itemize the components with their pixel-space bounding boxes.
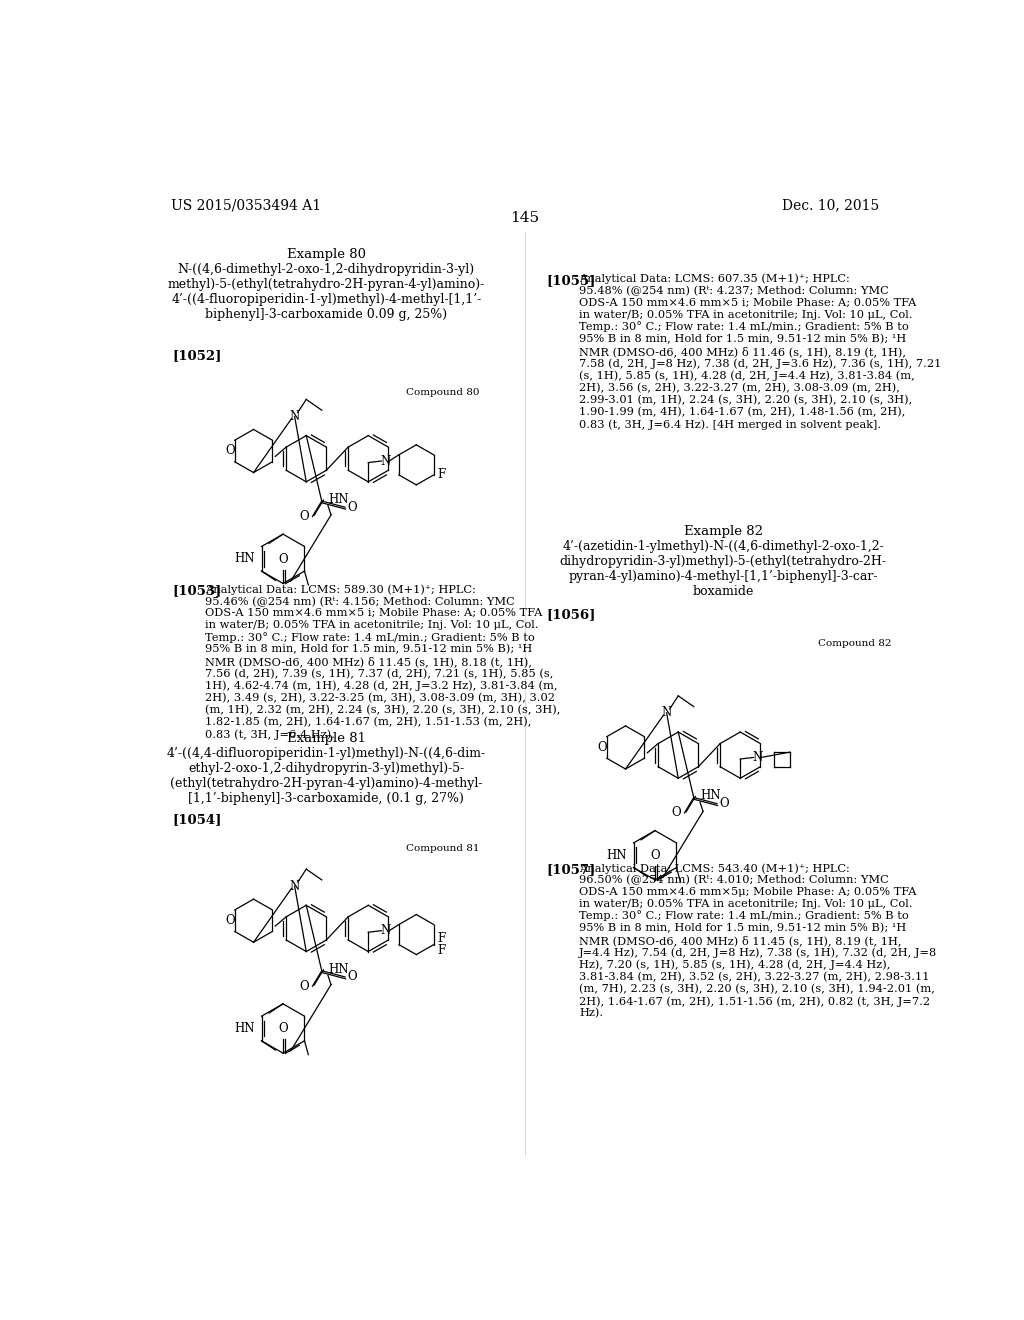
Text: O: O bbox=[225, 445, 234, 458]
Text: O: O bbox=[225, 915, 234, 927]
Text: F: F bbox=[437, 932, 445, 945]
Text: N: N bbox=[662, 706, 672, 719]
Text: O: O bbox=[347, 500, 357, 513]
Text: Compound 82: Compound 82 bbox=[818, 639, 891, 648]
Text: Analytical Data: LCMS: 543.40 (M+1)⁺; HPLC:
96.50% (@254 nm) (Rᵗ: 4.010; Method:: Analytical Data: LCMS: 543.40 (M+1)⁺; HP… bbox=[579, 863, 937, 1019]
Text: O: O bbox=[279, 553, 288, 566]
Text: 4’-(azetidin-1-ylmethyl)-N-((4,6-dimethyl-2-oxo-1,2-
dihydropyridin-3-yl)methyl): 4’-(azetidin-1-ylmethyl)-N-((4,6-dimethy… bbox=[560, 540, 887, 598]
Text: HN: HN bbox=[328, 962, 348, 975]
Text: N-((4,6-dimethyl-2-oxo-1,2-dihydropyridin-3-yl)
methyl)-5-(ethyl(tetrahydro-2H-p: N-((4,6-dimethyl-2-oxo-1,2-dihydropyridi… bbox=[168, 263, 485, 321]
Text: [1052]: [1052] bbox=[172, 350, 221, 363]
Text: F: F bbox=[437, 469, 445, 482]
Text: Analytical Data: LCMS: 607.35 (M+1)⁺; HPLC:
95.48% (@254 nm) (Rᵗ: 4.237; Method:: Analytical Data: LCMS: 607.35 (M+1)⁺; HP… bbox=[579, 275, 941, 430]
Text: Analytical Data: LCMS: 589.30 (M+1)⁺; HPLC:
95.46% (@254 nm) (Rᵗ: 4.156; Method:: Analytical Data: LCMS: 589.30 (M+1)⁺; HP… bbox=[205, 585, 560, 739]
Text: HN: HN bbox=[700, 789, 721, 803]
Text: [1054]: [1054] bbox=[172, 813, 221, 826]
Text: 145: 145 bbox=[510, 211, 540, 224]
Text: N: N bbox=[753, 751, 763, 764]
Text: N: N bbox=[380, 924, 390, 937]
Text: Compound 81: Compound 81 bbox=[406, 843, 479, 853]
Text: F: F bbox=[437, 944, 445, 957]
Text: N: N bbox=[290, 879, 300, 892]
Text: O: O bbox=[671, 807, 681, 820]
Text: Example 81: Example 81 bbox=[287, 733, 366, 744]
Text: [1053]: [1053] bbox=[172, 585, 221, 597]
Text: HN: HN bbox=[607, 849, 628, 862]
Text: [1056]: [1056] bbox=[547, 609, 596, 622]
Text: O: O bbox=[279, 1023, 288, 1035]
Text: US 2015/0353494 A1: US 2015/0353494 A1 bbox=[171, 198, 321, 213]
Text: N: N bbox=[290, 409, 300, 422]
Text: O: O bbox=[719, 797, 729, 810]
Text: 4’-((4,4-difluoropiperidin-1-yl)methyl)-N-((4,6-dim-
ethyl-2-oxo-1,2-dihydropyri: 4’-((4,4-difluoropiperidin-1-yl)methyl)-… bbox=[167, 747, 486, 805]
Text: HN: HN bbox=[234, 1022, 255, 1035]
Text: HN: HN bbox=[234, 552, 255, 565]
Text: Example 82: Example 82 bbox=[684, 525, 763, 539]
Text: Dec. 10, 2015: Dec. 10, 2015 bbox=[782, 198, 880, 213]
Text: [1057]: [1057] bbox=[547, 863, 596, 876]
Text: O: O bbox=[299, 979, 308, 993]
Text: O: O bbox=[299, 510, 308, 523]
Text: HN: HN bbox=[328, 492, 348, 506]
Text: Example 80: Example 80 bbox=[287, 248, 366, 261]
Text: O: O bbox=[597, 741, 607, 754]
Text: [1055]: [1055] bbox=[547, 275, 596, 286]
Text: O: O bbox=[650, 849, 659, 862]
Text: N: N bbox=[380, 454, 390, 467]
Text: O: O bbox=[347, 970, 357, 983]
Text: Compound 80: Compound 80 bbox=[406, 388, 479, 397]
